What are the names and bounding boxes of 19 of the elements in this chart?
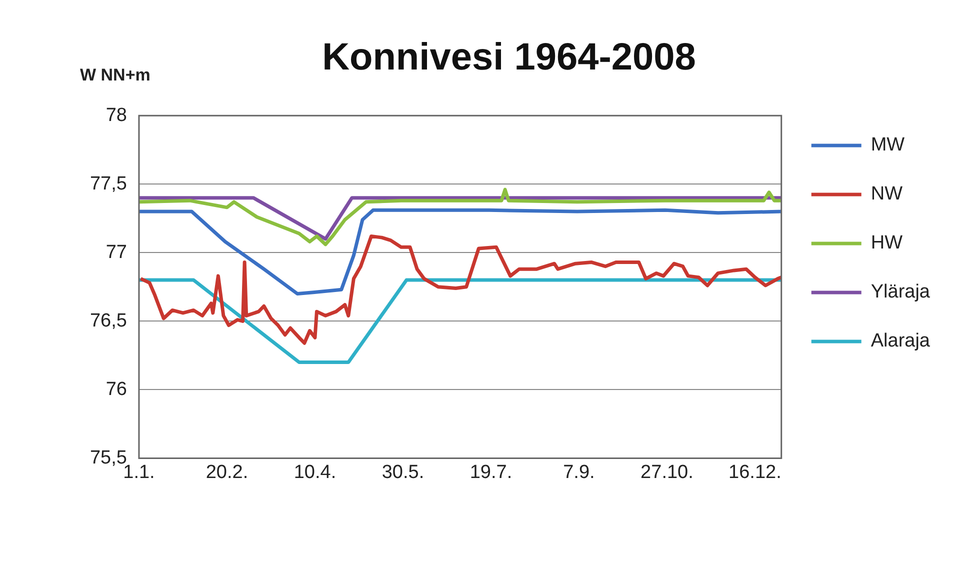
x-tick-label: 30.5. [382,462,424,483]
x-tick-label: 20.2. [206,462,248,483]
x-tick-label: 7.9. [563,462,595,483]
y-tick-label: 78 [106,104,127,126]
chart-title: Konnivesi 1964-2008 [322,36,696,78]
legend-label: Yläraja [870,282,930,303]
y-axis-title: W NN+m [80,66,150,85]
legend-label: MW [870,134,905,156]
x-tick-label: 10.4. [294,462,336,483]
x-tick-label: 19.7. [470,462,512,483]
legend-label: HW [870,232,903,254]
x-tick-label: 27.10. [640,462,694,483]
x-tick-label: 16.12. [728,462,782,483]
y-tick-label: 76,5 [90,310,127,332]
y-tick-label: 76 [106,378,127,400]
y-tick-label: 77 [106,242,127,263]
legend-label: Alaraja [870,330,930,352]
y-tick-label: 77,5 [90,173,127,194]
legend-label: NW [870,184,903,205]
